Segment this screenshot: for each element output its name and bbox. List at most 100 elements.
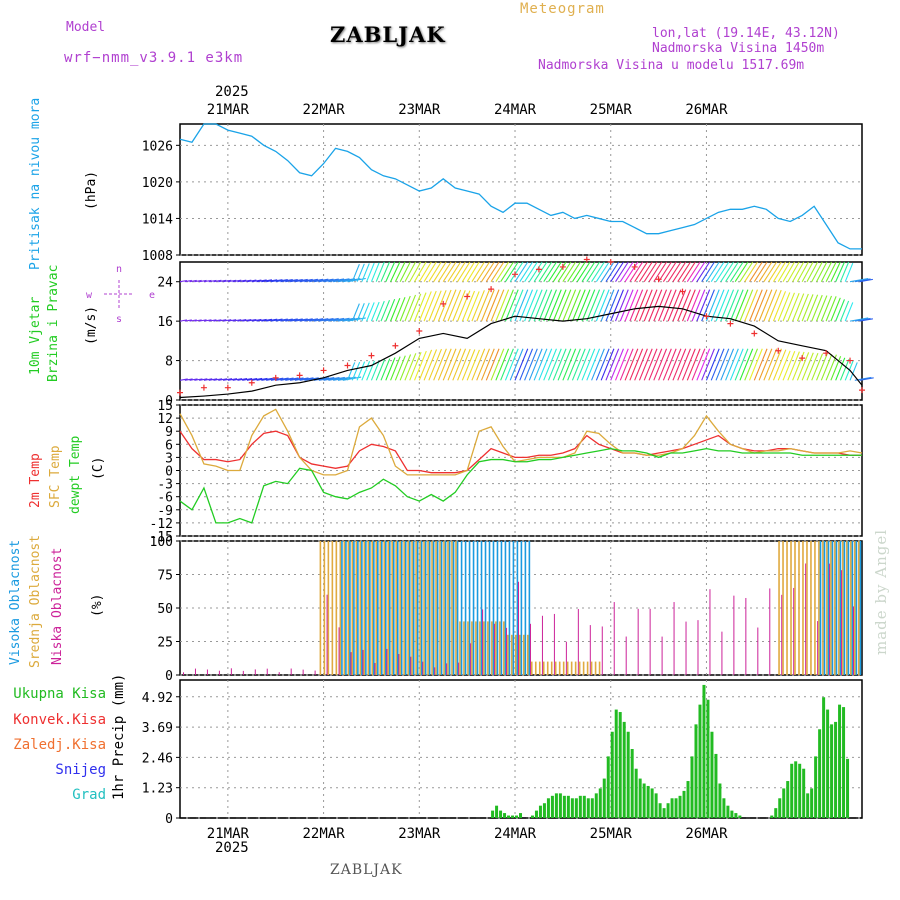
precip-bar — [802, 768, 806, 818]
mid-cloud-bar — [319, 541, 322, 675]
wind-arrow — [624, 261, 639, 283]
gust-marker — [512, 271, 519, 278]
wind-arrow — [816, 261, 828, 282]
wind-arrow — [854, 317, 871, 322]
wind-arrow — [581, 348, 596, 381]
precip-bar — [642, 783, 646, 818]
wind-arrow — [218, 378, 228, 381]
wind-arrow — [461, 349, 476, 381]
mid-cloud-bar — [375, 541, 378, 675]
mid-cloud-bar — [379, 541, 382, 675]
temp-series-2 — [179, 448, 862, 524]
wind-arrow — [763, 261, 778, 283]
mid-cloud-bar — [802, 541, 804, 675]
wind-arrow — [543, 289, 557, 322]
precip-bar — [786, 781, 790, 818]
wind-arrow — [533, 348, 548, 381]
bottom-day-label: 21MAR — [207, 826, 250, 842]
wind-arrow — [576, 348, 591, 381]
wind-arrow — [562, 289, 577, 322]
low-cloud-bar — [529, 623, 531, 675]
wind-arrow — [256, 279, 267, 283]
bottom-day-label: 22MAR — [303, 826, 346, 842]
y-tick-label: 1.23 — [142, 782, 173, 797]
wind-arrow — [519, 289, 534, 322]
wind-arrow — [504, 348, 519, 381]
low-cloud-bar — [206, 669, 208, 675]
precip-bar — [570, 798, 574, 818]
wind-arrow — [481, 289, 495, 322]
mid-cloud-bar — [435, 541, 437, 675]
gust-marker — [847, 357, 854, 364]
wind-arrow — [567, 289, 581, 322]
high-cloud-bar — [448, 541, 451, 675]
wind-arrow — [337, 376, 356, 381]
wind-arrow — [638, 261, 653, 283]
wind-arrow — [222, 279, 232, 283]
wind-arrow — [280, 318, 293, 322]
low-cloud-bar — [841, 570, 843, 675]
wind-arrow — [409, 261, 422, 282]
precip-bar — [606, 756, 610, 818]
precip-bar — [798, 763, 802, 818]
wind-arrow — [653, 289, 668, 322]
top-day-label: 25MAR — [590, 102, 633, 118]
wind-arrow — [691, 261, 706, 283]
mid-cloud-bar — [391, 541, 393, 675]
mid-cloud-bar — [507, 634, 509, 675]
precip-bar — [662, 808, 666, 818]
wind-arrow — [328, 376, 345, 381]
wind-arrow — [289, 318, 303, 322]
mid-cloud-bar — [850, 541, 852, 675]
gust-marker — [583, 256, 590, 263]
mid-cloud-bar — [371, 541, 374, 675]
wind-arrow — [772, 349, 787, 381]
wind-arrow — [442, 348, 457, 381]
bottom-day-label: 26MAR — [685, 826, 728, 842]
gust-marker — [703, 313, 710, 320]
wind-arrow — [629, 261, 644, 283]
wind-arrow — [825, 354, 837, 381]
panel-pressure: 1008 1014 1020 1026 — [142, 123, 863, 264]
y-tick-label: 1008 — [142, 249, 173, 264]
wind-arrow — [342, 317, 361, 322]
top-day-label: 22MAR — [303, 102, 346, 118]
mid-cloud-bar — [542, 661, 545, 675]
wind-arrow — [624, 348, 639, 381]
wind-arrow — [299, 318, 313, 322]
wind-arrow — [720, 261, 735, 283]
wind-arrow — [203, 319, 212, 322]
wind-arrow — [643, 289, 658, 322]
wind-arrow — [835, 261, 845, 282]
wind-arrow — [351, 303, 360, 322]
wind-arrow — [567, 348, 581, 381]
wind-arrow — [830, 297, 841, 322]
mid-cloud-bar — [335, 541, 338, 675]
wind-arrow — [242, 318, 252, 322]
wind-arrow — [543, 261, 557, 283]
wind-arrow — [739, 289, 754, 322]
wind-arrow — [701, 348, 715, 381]
mid-cloud-bar — [427, 541, 429, 675]
wind-arrow — [509, 289, 524, 322]
wind-arrow — [701, 261, 715, 283]
gust-marker — [631, 263, 638, 270]
y-tick-label: 9 — [165, 425, 173, 440]
wind-arrow — [528, 261, 543, 283]
gust-marker — [488, 286, 495, 293]
wind-arrow — [179, 378, 188, 381]
high-cloud-bar — [847, 541, 850, 675]
precip-bar — [770, 815, 774, 818]
wind-arrow — [476, 261, 490, 283]
wind-arrow — [782, 351, 796, 381]
wind-arrow — [772, 291, 787, 322]
low-cloud-bar — [853, 606, 855, 675]
wind-arrow — [739, 348, 754, 381]
wind-arrow — [385, 261, 396, 282]
precip-bar — [546, 798, 550, 818]
y-tick-label: 16 — [157, 315, 173, 330]
wind-arrow — [729, 261, 744, 283]
wind-arrow — [811, 261, 823, 282]
mid-cloud-bar — [499, 621, 501, 675]
wind-arrow — [662, 289, 677, 322]
